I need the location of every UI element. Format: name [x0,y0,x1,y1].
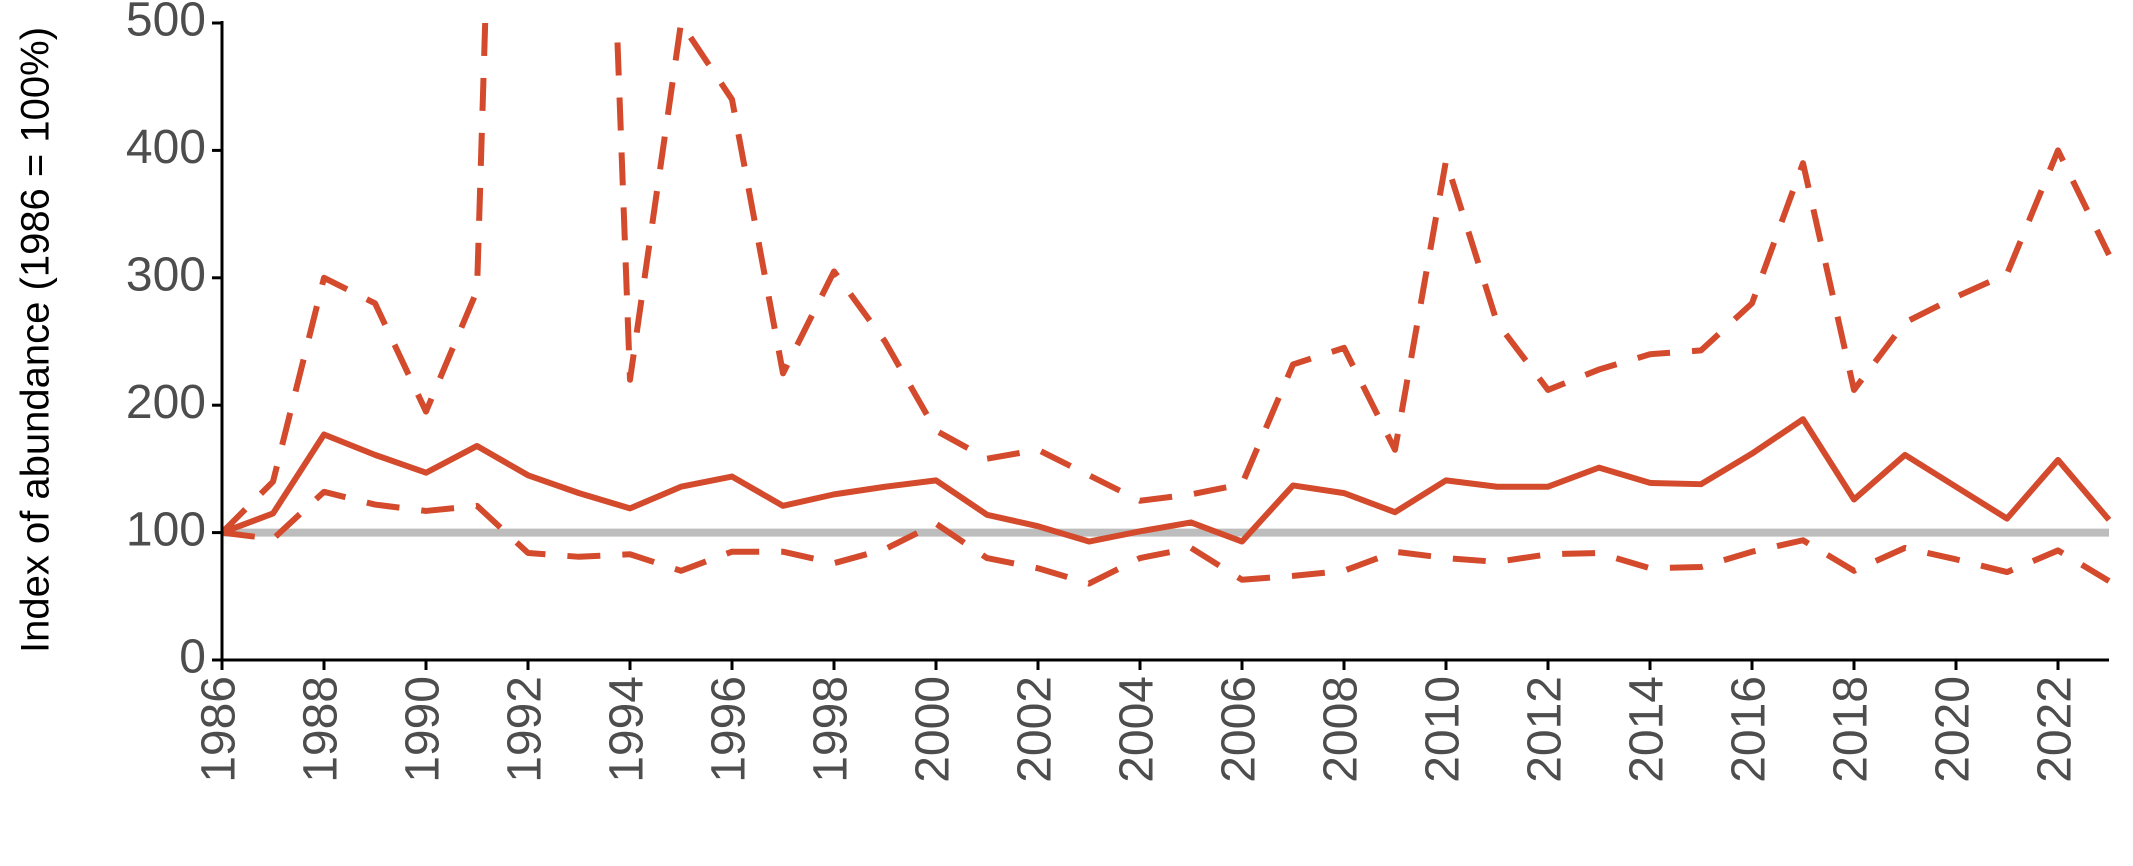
x-tick-label: 1994 [601,676,654,783]
x-tick-label: 2000 [907,676,960,783]
x-tick-label: 2006 [1213,676,1266,783]
x-tick-label: 1996 [703,676,756,783]
y-tick-label: 400 [126,121,206,174]
x-tick-label: 2002 [1009,676,1062,783]
x-tick-label: 1986 [193,676,246,783]
x-tick-label: 2012 [1519,676,1572,783]
plot-area [222,23,2112,587]
x-tick-label: 2020 [1927,676,1980,783]
x-tick-label: 2014 [1621,676,1674,783]
x-tick-label: 1988 [295,676,348,783]
x-tick-label: 2004 [1111,676,1164,783]
x-tick-label: 2010 [1417,676,1470,783]
y-tick-label: 0 [179,631,206,684]
y-tick-label: 500 [126,0,206,47]
x-tick-label: 2008 [1315,676,1368,783]
y-axis-label: Index of abundance (1986 = 100%) [14,27,58,653]
y-tick-label: 200 [126,376,206,429]
series-line [222,23,2112,535]
series-line [222,416,2112,545]
x-tick-label: 2016 [1723,676,1776,783]
x-tick-label: 1998 [805,676,858,783]
x-tick-label: 2018 [1825,676,1878,783]
y-tick-label: 100 [126,503,206,556]
y-tick-label: 300 [126,248,206,301]
x-tick-label: 2022 [2029,676,2082,783]
series-line [222,488,2111,587]
x-tick-label: 1992 [499,676,552,783]
x-tick-label: 1990 [397,676,450,783]
